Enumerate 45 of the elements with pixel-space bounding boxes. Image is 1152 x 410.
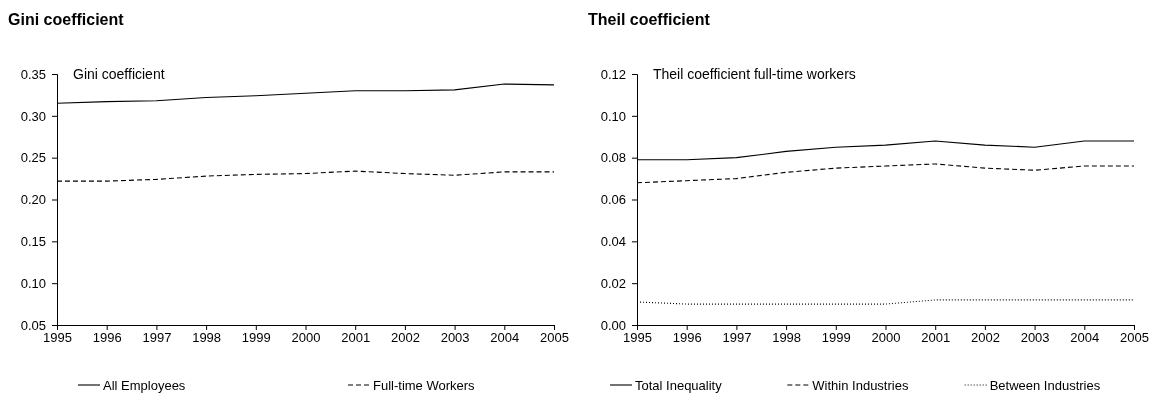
legend-label: Between Industries bbox=[989, 378, 1101, 393]
annotation: Theil coefficient full-time workers bbox=[653, 66, 856, 82]
x-tick-label: 2002 bbox=[970, 330, 1000, 346]
chart-title: Gini coefficient bbox=[8, 11, 125, 28]
x-tick-label: 2005 bbox=[540, 330, 569, 346]
legend-label: Within Industries bbox=[812, 378, 909, 393]
x-tick-label: 2001 bbox=[921, 330, 951, 346]
y-tick-label: 0.06 bbox=[600, 192, 626, 208]
y-tick-label: 0.04 bbox=[600, 233, 626, 249]
x-tick-label: 1995 bbox=[623, 330, 652, 346]
annotation: Gini coefficient bbox=[73, 66, 165, 82]
x-tick-label: 1997 bbox=[142, 330, 172, 346]
x-tick-label: 1997 bbox=[722, 330, 752, 346]
legend-label: All Employees bbox=[103, 378, 186, 393]
x-tick-label: 2003 bbox=[440, 330, 470, 346]
y-tick-label: 0.35 bbox=[20, 66, 46, 82]
x-tick-label: 2004 bbox=[1070, 330, 1100, 346]
y-tick-label: 0.10 bbox=[20, 275, 46, 291]
x-tick-label: 1996 bbox=[92, 330, 122, 346]
y-tick-label: 0.08 bbox=[600, 150, 626, 166]
x-tick-label: 1999 bbox=[241, 330, 271, 346]
y-tick-label: 0.30 bbox=[20, 108, 46, 124]
legend-label: Total Inequality bbox=[635, 378, 723, 393]
y-tick-label: 0.02 bbox=[600, 275, 626, 291]
x-tick-label: 2002 bbox=[390, 330, 420, 346]
y-tick-label: 0.10 bbox=[600, 108, 626, 124]
x-tick-label: 2003 bbox=[1020, 330, 1050, 346]
chart-title: Theil coefficient bbox=[588, 11, 711, 28]
x-tick-label: 2004 bbox=[490, 330, 520, 346]
x-tick-label: 1998 bbox=[772, 330, 802, 346]
y-tick-label: 0.00 bbox=[600, 317, 626, 333]
y-tick-label: 0.25 bbox=[20, 150, 46, 166]
x-tick-label: 1995 bbox=[43, 330, 72, 346]
x-tick-label: 2000 bbox=[871, 330, 901, 346]
y-tick-label: 0.12 bbox=[600, 66, 626, 82]
y-tick-label: 0.05 bbox=[20, 317, 46, 333]
y-tick-label: 0.15 bbox=[20, 233, 46, 249]
x-tick-label: 1996 bbox=[672, 330, 702, 346]
x-tick-label: 1998 bbox=[192, 330, 222, 346]
y-tick-label: 0.20 bbox=[20, 192, 46, 208]
x-tick-label: 2001 bbox=[341, 330, 371, 346]
legend-label: Full-time Workers bbox=[373, 378, 476, 393]
x-tick-label: 2000 bbox=[291, 330, 321, 346]
x-tick-label: 2005 bbox=[1120, 330, 1149, 346]
x-tick-label: 1999 bbox=[821, 330, 851, 346]
